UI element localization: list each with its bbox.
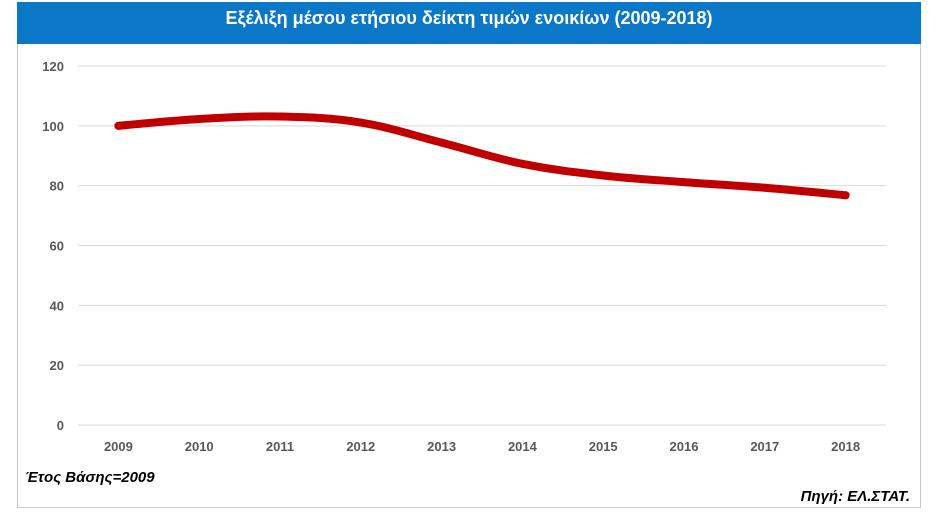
base-year-note: Έτος Βάσης=2009 [25, 469, 155, 486]
y-tick-label: 40 [50, 298, 64, 313]
data-point [760, 183, 769, 192]
chart-title: Εξέλιξη μέσου ετήσιου δείκτη τιμών ενοικ… [225, 8, 713, 28]
x-tick-label: 2011 [266, 439, 294, 454]
y-axis-ticks: 0 20 40 60 80 100 120 [42, 59, 64, 433]
data-point [599, 171, 608, 180]
y-tick-label: 100 [42, 119, 64, 134]
x-tick-label: 2014 [508, 439, 538, 454]
x-axis-ticks: 2009 2010 2011 2012 2013 2014 2015 2016 2017 2018 [104, 439, 860, 454]
data-point [437, 138, 446, 147]
y-tick-label: 60 [50, 239, 64, 254]
y-tick-label: 20 [50, 358, 64, 373]
x-tick-label: 2009 [104, 439, 133, 454]
series-line [114, 112, 850, 200]
source-note: Πηγή: ΕΛ.ΣΤΑΤ. [800, 488, 910, 505]
series-layer [114, 112, 850, 200]
data-point [841, 191, 850, 200]
chart-frame [17, 2, 921, 508]
y-tick-label: 80 [50, 179, 64, 194]
x-tick-label: 2013 [427, 439, 456, 454]
x-tick-label: 2017 [750, 439, 779, 454]
x-tick-label: 2010 [185, 439, 214, 454]
data-point [356, 118, 365, 127]
data-point [518, 159, 527, 168]
y-tick-label: 0 [57, 418, 64, 433]
x-tick-label: 2012 [346, 439, 375, 454]
data-point [114, 121, 123, 130]
chart-title-bar: Εξέλιξη μέσου ετήσιου δείκτη τιμών ενοικ… [17, 2, 921, 44]
x-tick-label: 2016 [670, 439, 699, 454]
y-tick-label: 120 [42, 59, 64, 74]
data-point [276, 112, 284, 121]
data-point [195, 114, 204, 123]
x-tick-label: 2015 [589, 439, 618, 454]
x-tick-label: 2018 [831, 439, 860, 454]
data-point [680, 178, 688, 187]
